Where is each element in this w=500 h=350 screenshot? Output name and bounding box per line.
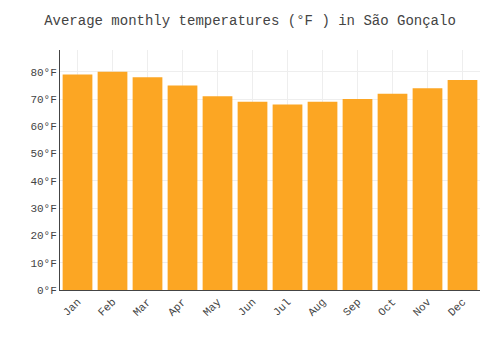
svg-text:10°F: 10°F	[30, 258, 56, 270]
svg-text:Nov: Nov	[411, 296, 434, 319]
svg-text:60°F: 60°F	[30, 121, 56, 133]
svg-text:Mar: Mar	[131, 296, 153, 318]
svg-text:Oct: Oct	[376, 296, 398, 318]
svg-text:50°F: 50°F	[30, 148, 56, 160]
svg-text:40°F: 40°F	[30, 176, 56, 188]
svg-text:Average monthly temperatures (: Average monthly temperatures (°F ) in Sã…	[44, 13, 456, 29]
svg-text:Feb: Feb	[96, 296, 118, 318]
svg-text:Jul: Jul	[271, 296, 293, 318]
svg-text:Apr: Apr	[166, 296, 188, 318]
svg-text:70°F: 70°F	[30, 94, 56, 106]
svg-text:80°F: 80°F	[30, 67, 56, 79]
svg-text:Aug: Aug	[306, 296, 328, 318]
svg-text:Sep: Sep	[341, 296, 363, 318]
svg-text:0°F: 0°F	[37, 285, 57, 297]
svg-text:Jun: Jun	[236, 296, 258, 318]
svg-text:Dec: Dec	[446, 296, 468, 318]
svg-text:Jan: Jan	[61, 296, 83, 318]
svg-text:May: May	[201, 296, 224, 319]
svg-text:30°F: 30°F	[30, 203, 56, 215]
svg-text:20°F: 20°F	[30, 230, 56, 242]
